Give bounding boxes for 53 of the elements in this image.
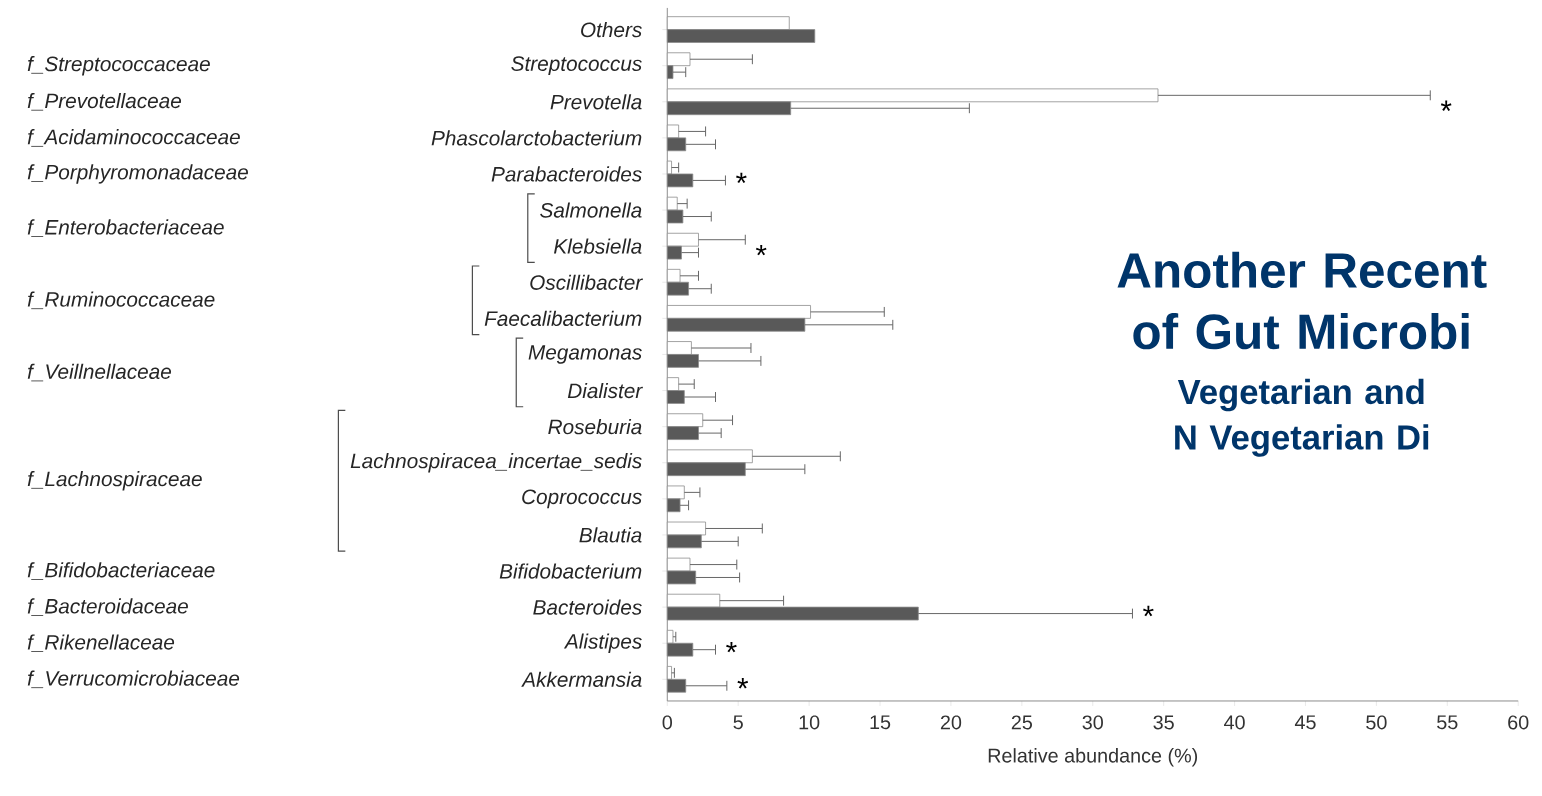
y-tick-label: Roseburia <box>548 418 642 435</box>
x-axis-title: Relative abundance (%) <box>988 747 1198 767</box>
x-tick-label: 25 <box>1011 715 1033 730</box>
y-tick-label: Phascolarctobacterium <box>431 130 642 146</box>
y-tick-label: Faecalibacterium <box>484 310 642 326</box>
x-tick-label: 5 <box>733 715 743 730</box>
x-tick-label: 15 <box>870 715 891 730</box>
text: f_Bifidobacteriaceae <box>27 562 215 580</box>
y-tick-label: Klebsiella <box>554 238 642 254</box>
x-tick-label: 50 <box>1366 715 1387 730</box>
x-tick-label: 0 <box>662 715 673 730</box>
text: f_Ruminococcaceae <box>27 291 215 309</box>
y-tick-label: Streptococcus <box>511 56 642 75</box>
annotation: * <box>755 244 767 256</box>
x-tick-label: 10 <box>799 715 820 730</box>
x-tick-label: 30 <box>1082 715 1103 730</box>
text: f_Enterobacteriaceae <box>27 219 224 237</box>
text: f_Bacteroidaceae <box>27 598 188 616</box>
annotation: * <box>736 172 747 183</box>
annotation: * <box>726 641 737 653</box>
y-tick-label: Bifidobacterium <box>499 563 642 579</box>
y-tick-label: Bacteroides <box>533 599 642 615</box>
x-tick-label: 55 <box>1437 715 1458 730</box>
text: f_Acidaminococcaceae <box>27 128 240 147</box>
y-tick-label: Lachnospiracea_incertae_sedis <box>350 452 642 473</box>
y-tick-label: Prevotella <box>550 94 642 110</box>
text: f_Veillnellaceae <box>27 363 172 382</box>
x-tick-label: 45 <box>1294 715 1316 730</box>
text: f_Streptococcaceae <box>27 55 210 76</box>
y-tick-label: Salmonella <box>540 202 642 218</box>
y-tick-label: Megamonas <box>528 345 642 364</box>
text: f_Porphyromonadaceae <box>27 164 248 184</box>
text: f_Lachnospiraceae <box>27 470 202 491</box>
y-tick-label: Parabacteroides <box>491 166 642 182</box>
annotation: * <box>1143 605 1154 617</box>
y-tick-label: Alistipes <box>563 633 642 653</box>
x-tick-label: 40 <box>1224 715 1245 730</box>
x-tick-label: 20 <box>940 715 962 730</box>
annotation: * <box>737 677 749 689</box>
y-tick-label: Coprococcus <box>522 489 642 509</box>
y-tick-label: Others <box>581 21 642 38</box>
text: f_Verrucomicrobiaceae <box>27 670 240 688</box>
text: Vegetarian and N Vegetarian Di <box>1175 378 1429 457</box>
text: f_Prevotellaceae <box>27 92 182 111</box>
y-tick-label: Blautia <box>579 527 642 543</box>
x-tick-label: 35 <box>1153 715 1174 730</box>
x-tick-label: 60 <box>1508 715 1529 730</box>
text: f_Rikenellaceae <box>27 634 175 652</box>
annotation: * <box>1440 100 1452 111</box>
y-tick-label: Akkermansia <box>521 671 642 687</box>
text: Another Recent of Gut Microbi <box>1117 251 1487 350</box>
y-tick-label: Oscillibacter <box>530 274 643 290</box>
y-tick-label: Dialister <box>567 382 643 399</box>
